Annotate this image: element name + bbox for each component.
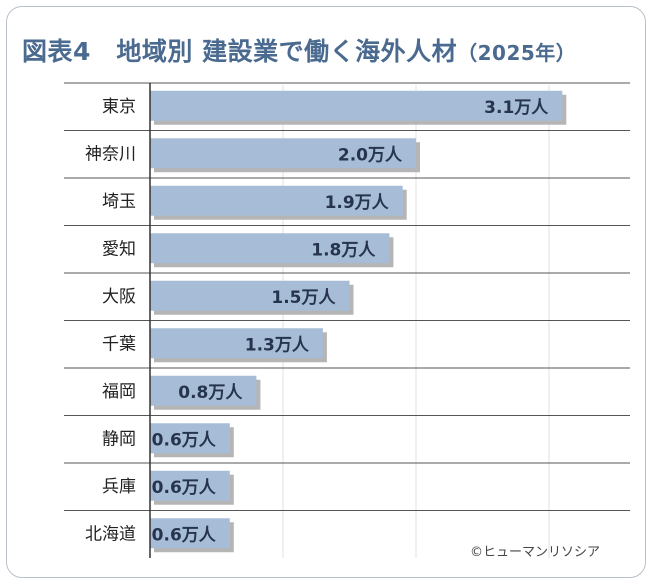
bar [150, 518, 230, 549]
chart-title-year: （2025年） [457, 41, 577, 65]
value-label: 3.1万人 [484, 98, 549, 118]
category-label: 北海道 [85, 524, 136, 544]
value-label: 0.8万人 [178, 383, 243, 403]
category-label: 愛知 [102, 239, 136, 259]
bar [150, 138, 416, 169]
bar [150, 280, 350, 311]
value-label: 2.0万人 [338, 145, 403, 165]
value-label: 0.6万人 [152, 525, 217, 545]
bar [150, 233, 390, 264]
bar [150, 375, 257, 406]
value-label: 1.3万人 [245, 335, 310, 355]
category-label: 福岡 [102, 382, 136, 402]
value-label: 0.6万人 [152, 430, 217, 450]
value-label: 1.9万人 [325, 193, 390, 213]
value-label: 1.8万人 [311, 240, 376, 260]
chart-title: 図表4 地域別 建設業で働く海外人材（2025年） [22, 32, 576, 68]
bar [150, 328, 323, 359]
value-label: 1.5万人 [271, 288, 336, 308]
copyright-text: ©ヒューマンリソシア [470, 545, 601, 560]
category-label: 兵庫 [102, 477, 136, 497]
bar [150, 423, 230, 454]
bar [150, 185, 403, 216]
category-label: 神奈川 [85, 144, 136, 164]
value-label: 0.6万人 [152, 478, 217, 498]
bars [150, 90, 567, 553]
chart-title-main: 図表4 地域別 建設業で働く海外人材 [22, 37, 458, 66]
category-label: 埼玉 [102, 192, 136, 212]
category-label: 大阪 [102, 287, 136, 307]
value-labels: 3.1万人 2.0万人 1.9万人 1.8万人 1.5万人 1.3万人 0.8万人 0.6万人… [152, 98, 550, 546]
category-label: 静岡 [102, 429, 136, 449]
category-label: 千葉 [102, 334, 136, 354]
bar [150, 470, 230, 501]
row-separators [64, 82, 630, 511]
category-label: 東京 [102, 97, 136, 117]
bar [150, 90, 563, 121]
